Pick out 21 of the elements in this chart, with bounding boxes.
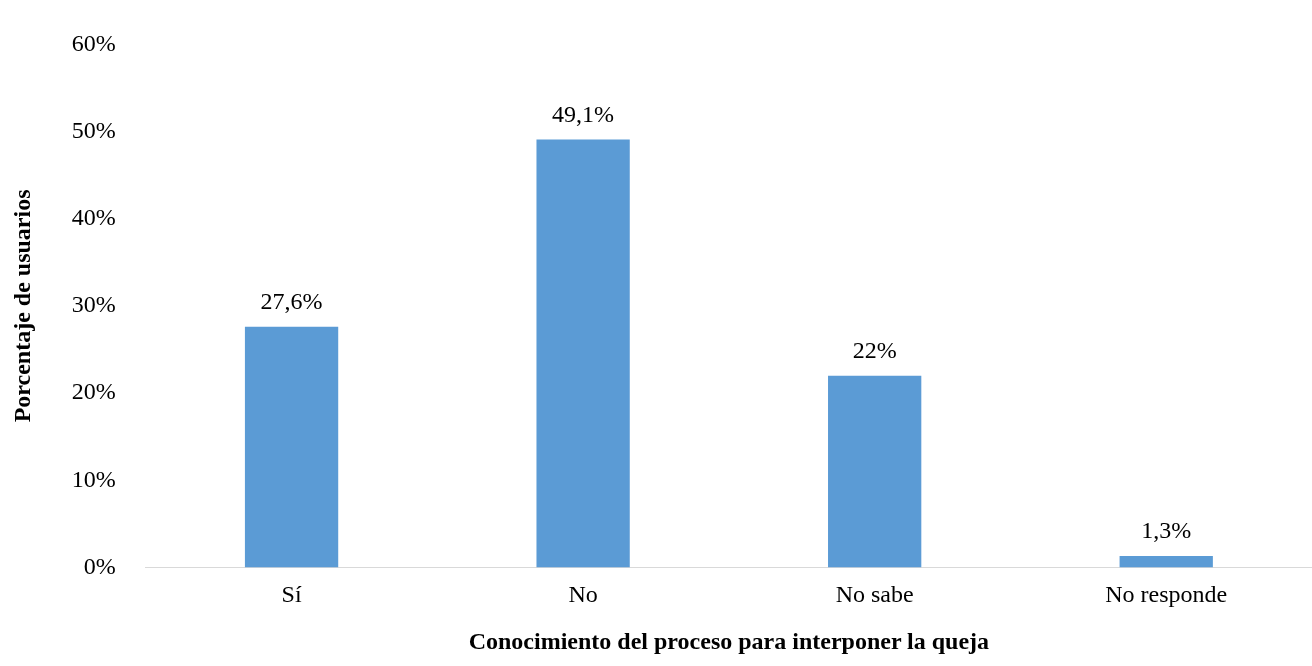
x-tick-label: No sabe: [835, 581, 914, 608]
data-label: 22%: [852, 336, 897, 363]
y-tick-label: 10%: [71, 465, 116, 492]
y-tick-label: 30%: [71, 291, 116, 318]
y-tick-label: 60%: [71, 29, 116, 56]
y-tick-label: 40%: [71, 204, 116, 231]
x-tick-label: Sí: [281, 581, 302, 608]
y-tick-label: 50%: [71, 116, 116, 143]
x-axis-title: Conocimiento del proceso para interponer la queja: [468, 627, 990, 654]
bar: [828, 375, 922, 568]
y-axis-title: Porcentaje de usuarios: [8, 189, 35, 423]
y-tick-label: 0%: [83, 552, 116, 579]
bar: [536, 139, 630, 568]
bar: [244, 326, 339, 568]
bar: [1119, 556, 1213, 568]
data-label: 27,6%: [260, 288, 323, 315]
data-label: 1,3%: [1141, 517, 1192, 544]
data-label: 49,1%: [552, 100, 615, 127]
x-tick-label: No responde: [1105, 581, 1228, 608]
x-tick-label: No: [568, 581, 598, 608]
y-tick-label: 20%: [71, 378, 116, 405]
